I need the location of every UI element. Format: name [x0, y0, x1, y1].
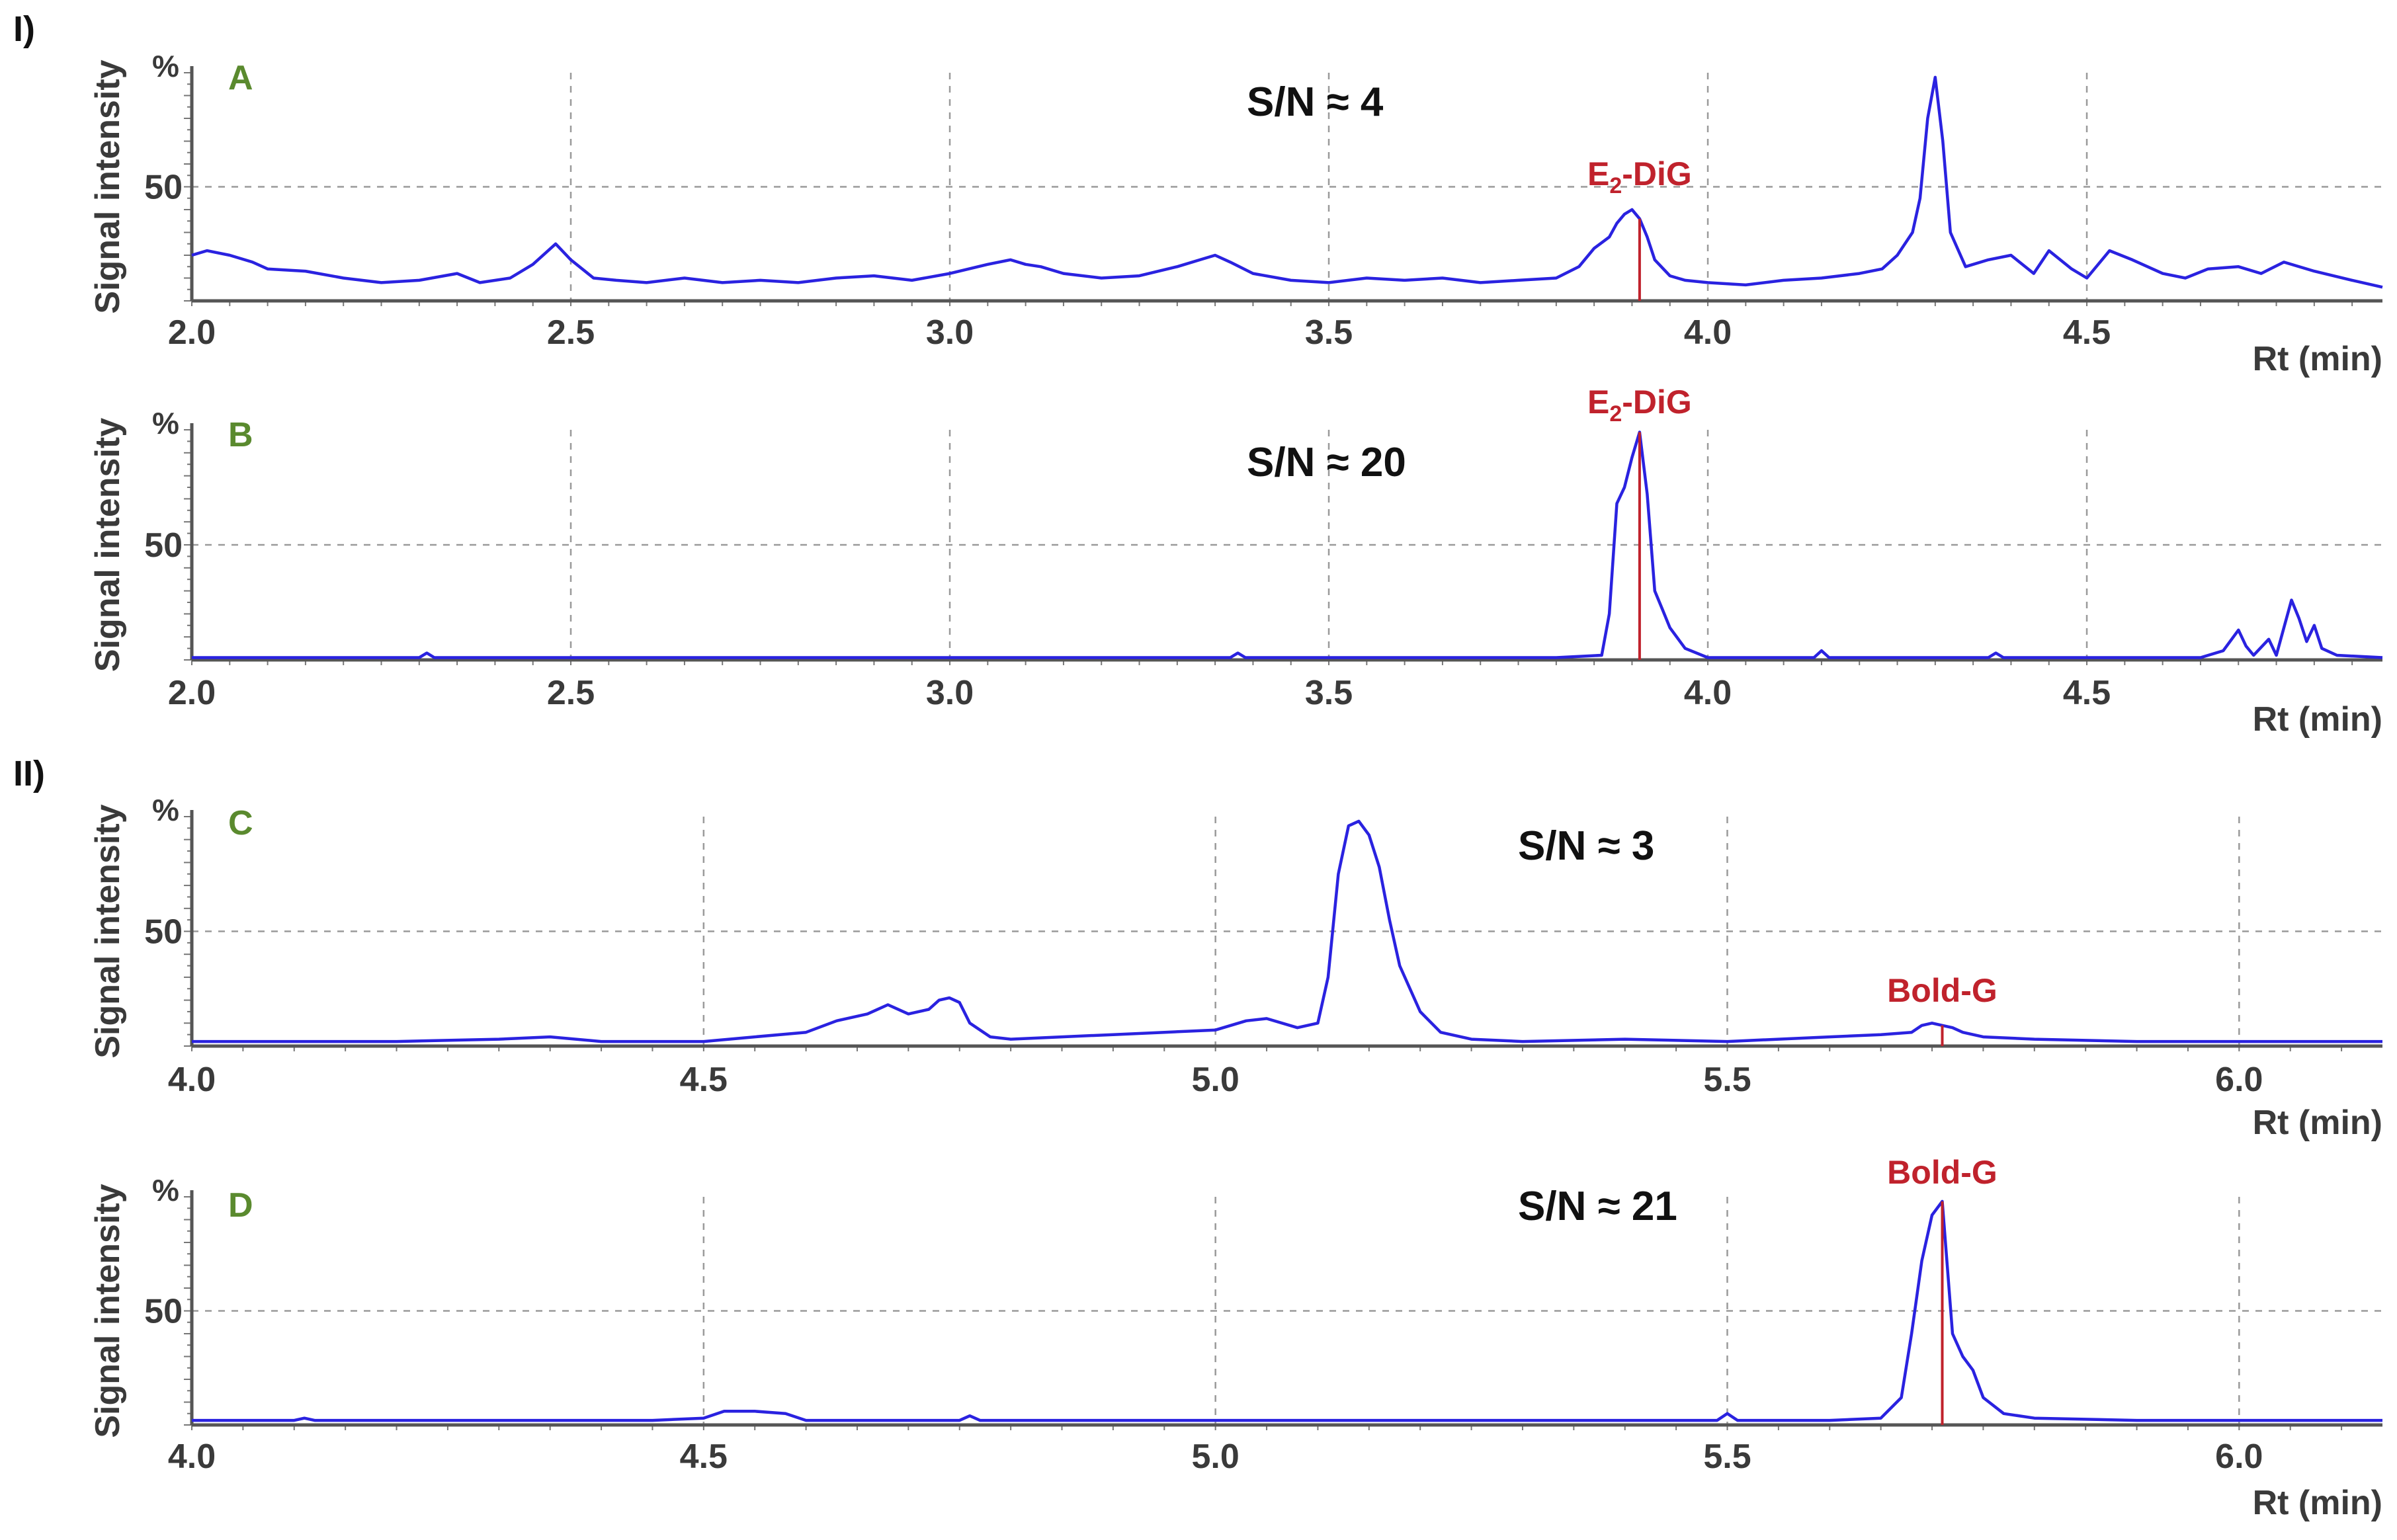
peak-label: Bold-G [1887, 1154, 1998, 1191]
sn-annotation: S/N ≈ 20 [1247, 440, 1406, 485]
x-axis-label: Rt (min) [2253, 700, 2382, 739]
x-tick-label: 3.5 [1305, 674, 1353, 712]
x-tick-label: 4.0 [168, 1061, 216, 1099]
y-axis-label: Signal intensity [89, 1184, 127, 1438]
x-tick-label: 2.0 [168, 313, 216, 352]
panel-letter: C [228, 804, 253, 842]
x-tick-label: 4.0 [1684, 674, 1732, 712]
x-tick-label: 4.5 [680, 1438, 728, 1476]
y-unit-label: % [152, 406, 179, 440]
x-tick-label: 4.0 [168, 1438, 216, 1476]
y-tick-label: 50 [144, 1293, 183, 1331]
panel-c: 4.0 4.5 5.0 5.5 6.0 50 Signal intensity % Rt (mi… [89, 793, 2382, 1142]
signal-trace [191, 75, 2383, 289]
sn-annotation: S/N ≈ 4 [1247, 79, 1384, 125]
panel-b: 2.0 2.5 3.0 3.5 4.0 4.5 50 Signal intensity % Rt … [89, 384, 2383, 739]
sn-annotation: S/N ≈ 21 [1518, 1184, 1677, 1229]
x-tick-label: 3.0 [926, 313, 974, 352]
x-tick-label: 2.0 [168, 674, 216, 712]
x-tick-label: 3.5 [1305, 313, 1353, 352]
y-axis-label: Signal intensity [89, 60, 127, 313]
x-tick-label: 5.0 [1192, 1438, 1240, 1476]
panel-letter: A [228, 59, 253, 97]
x-tick-label: 6.0 [2215, 1438, 2263, 1476]
y-unit-label: % [152, 793, 179, 827]
x-tick-label: 5.5 [1703, 1438, 1751, 1476]
signal-trace [192, 430, 2383, 659]
section-label-II: II) [13, 754, 45, 793]
x-tick-label: 4.5 [2063, 313, 2111, 352]
x-tick-label: 3.0 [926, 674, 974, 712]
panel-d: 4.0 4.5 5.0 5.5 6.0 50 Signal intensity % Rt (mi… [89, 1154, 2382, 1522]
y-tick-label: 50 [144, 526, 183, 565]
panel-letter: B [228, 416, 253, 454]
y-unit-label: % [152, 49, 179, 83]
panels: 2.0 2.5 3.0 3.5 4.0 4.5 50 Signal intensity % Rt … [89, 49, 2383, 1522]
panel-letter: D [228, 1186, 253, 1225]
x-tick-label: 4.0 [1684, 313, 1732, 352]
x-tick-label: 4.5 [680, 1061, 728, 1099]
y-axis-label: Signal intensity [89, 804, 127, 1058]
section-label-I: I) [13, 9, 35, 49]
panel-a: 2.0 2.5 3.0 3.5 4.0 4.5 50 Signal intensity % Rt … [89, 49, 2383, 378]
x-tick-label: 2.5 [547, 674, 595, 712]
peak-label: E2-DiG [1587, 155, 1692, 198]
x-tick-label: 5.5 [1703, 1061, 1751, 1099]
x-axis-label: Rt (min) [2253, 340, 2382, 378]
x-tick-label: 6.0 [2215, 1061, 2263, 1099]
signal-trace [192, 1199, 2382, 1422]
signal-trace [192, 819, 2382, 1043]
y-tick-label: 50 [144, 913, 183, 952]
y-unit-label: % [152, 1173, 179, 1207]
x-tick-label: 4.5 [2063, 674, 2111, 712]
y-tick-label: 50 [144, 169, 183, 207]
x-tick-label: 5.0 [1192, 1061, 1240, 1099]
x-axis-label: Rt (min) [2253, 1104, 2382, 1142]
y-axis-label: Signal intensity [89, 418, 127, 672]
peak-label: Bold-G [1887, 972, 1998, 1009]
sn-annotation: S/N ≈ 3 [1518, 823, 1654, 869]
peak-label: E2-DiG [1587, 384, 1692, 426]
x-tick-label: 2.5 [547, 313, 595, 352]
x-axis-label: Rt (min) [2253, 1484, 2382, 1522]
